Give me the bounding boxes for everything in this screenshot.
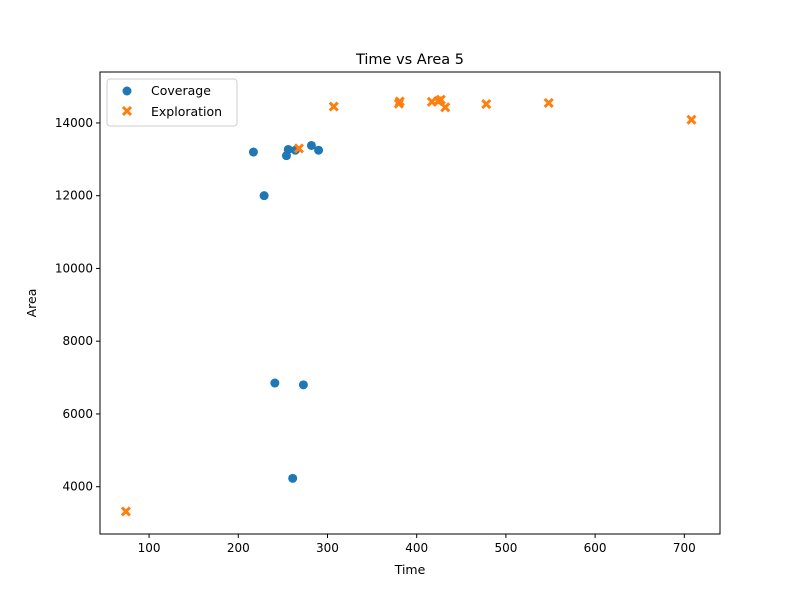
chart-title: Time vs Area 5 [355, 52, 464, 68]
exploration-point [440, 102, 451, 113]
y-tick-label: 4000 [62, 480, 93, 494]
exploration-point [435, 94, 446, 105]
exploration-point [394, 96, 405, 107]
legend-label-coverage: Coverage [151, 83, 211, 98]
x-axis-label: Time [394, 562, 426, 577]
exploration-point [120, 506, 131, 517]
coverage-point [298, 380, 308, 390]
y-tick-label: 14000 [55, 116, 93, 130]
y-tick-label: 8000 [62, 334, 93, 348]
legend: Coverage Exploration [106, 78, 238, 127]
exploration-point [328, 101, 339, 112]
x-axis-ticks: 100 200 300 400 500 600 700 [138, 534, 696, 555]
legend-marker-coverage [122, 86, 132, 96]
coverage-point [306, 140, 316, 150]
coverage-point [288, 473, 298, 483]
x-tick-label: 500 [494, 541, 517, 555]
y-tick-label: 12000 [55, 189, 93, 203]
x-tick-label: 200 [227, 541, 250, 555]
x-tick-label: 400 [405, 541, 428, 555]
legend-label-exploration: Exploration [151, 104, 222, 119]
exploration-point [686, 114, 697, 125]
y-axis-label: Area [24, 289, 39, 318]
legend-marker-exploration [121, 105, 133, 117]
coverage-point [248, 147, 258, 157]
coverage-point [314, 145, 324, 155]
x-tick-label: 600 [584, 541, 607, 555]
plot-frame [99, 71, 721, 535]
x-tick-label: 100 [138, 541, 161, 555]
coverage-point [283, 144, 293, 154]
data-points [120, 94, 697, 517]
legend-box [106, 78, 238, 127]
y-axis-ticks: 4000 6000 8000 10000 12000 14000 [55, 116, 100, 494]
exploration-point [293, 143, 304, 154]
y-tick-label: 10000 [55, 261, 93, 275]
y-tick-label: 6000 [62, 407, 93, 421]
exploration-point [543, 97, 554, 108]
x-tick-label: 700 [673, 541, 696, 555]
coverage-point [259, 191, 269, 201]
coverage-point [270, 378, 280, 388]
exploration-point [481, 98, 492, 110]
x-tick-label: 300 [316, 541, 339, 555]
